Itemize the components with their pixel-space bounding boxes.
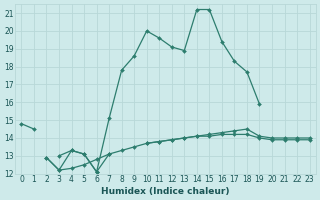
X-axis label: Humidex (Indice chaleur): Humidex (Indice chaleur): [101, 187, 230, 196]
